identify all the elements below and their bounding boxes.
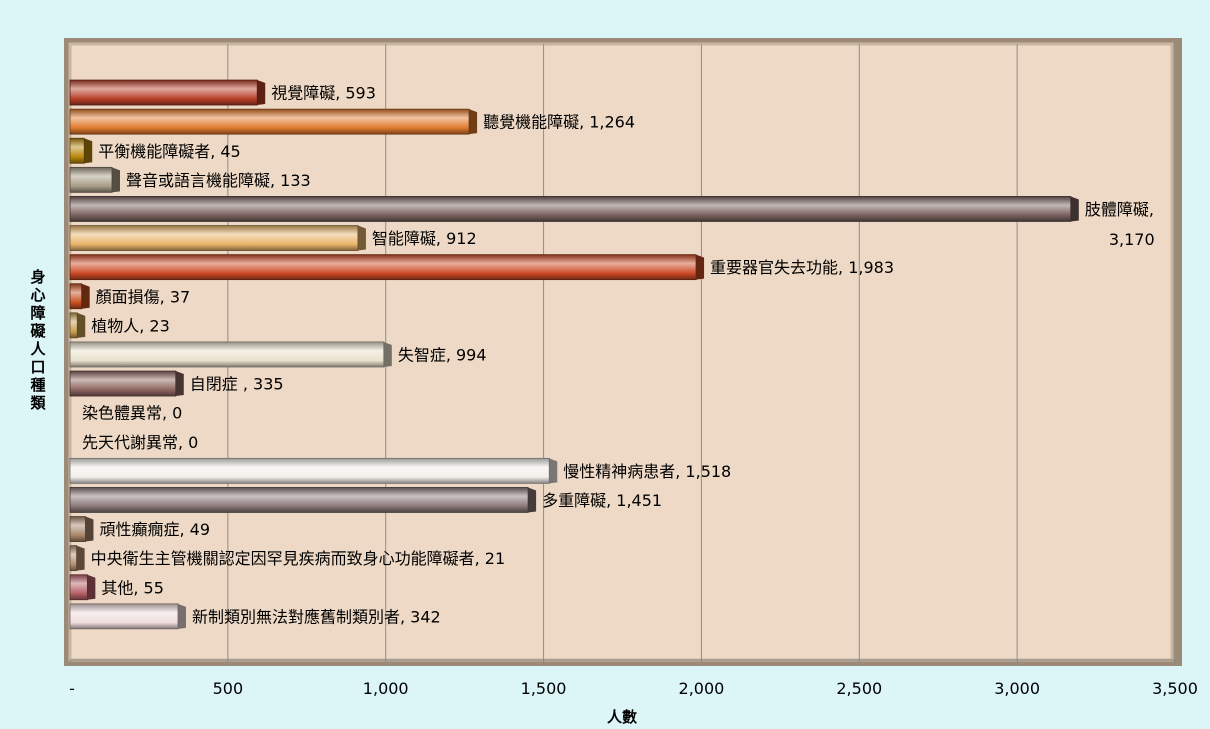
- x-tick-label: 3,000: [994, 679, 1040, 698]
- bar-end-face: [177, 603, 186, 629]
- x-tick-label: 2,500: [836, 679, 882, 698]
- data-label: 重要器官失去功能, 1,983: [710, 258, 894, 277]
- data-label: 染色體異常, 0: [82, 404, 182, 423]
- bar: [69, 137, 85, 164]
- data-label: 聲音或語言機能障礙, 133: [126, 171, 311, 190]
- data-label: 新制類別無法對應舊制類別者, 342: [192, 607, 441, 626]
- x-tick-label: -: [69, 679, 75, 698]
- y-axis-title: 身心障礙人口種類: [29, 268, 46, 412]
- x-tick-label: 500: [213, 679, 244, 698]
- bar-end-face: [175, 371, 184, 397]
- bar: [69, 574, 88, 601]
- data-label: 智能障礙, 912: [372, 229, 477, 248]
- bar-end-face: [111, 167, 120, 193]
- bar-end-face: [85, 516, 94, 542]
- bar: [69, 312, 78, 339]
- bar: [69, 166, 113, 193]
- data-label: 頑性癲癇症, 49: [99, 520, 210, 539]
- bar-end-face: [357, 225, 366, 251]
- data-label: 平衡機能障礙者, 45: [98, 142, 241, 161]
- bar-end-face: [84, 138, 93, 164]
- bar: [69, 196, 1072, 222]
- bar: [69, 79, 258, 106]
- data-label: 慢性精神病患者, 1,518: [563, 462, 731, 481]
- bar-end-face: [469, 109, 478, 135]
- data-label: 顏面損傷, 37: [96, 287, 191, 306]
- bar-end-face: [549, 458, 558, 484]
- data-label: 多重障礙, 1,451: [542, 491, 662, 510]
- bar: [69, 487, 529, 513]
- bar-end-face: [77, 312, 86, 338]
- bar-end-face: [81, 283, 90, 309]
- x-axis-title: 人數: [607, 708, 637, 726]
- bar: [69, 225, 359, 251]
- bar: [69, 370, 177, 397]
- bar: [69, 341, 385, 368]
- bar-end-face: [383, 341, 392, 367]
- data-label: 視覺障礙, 593: [271, 84, 376, 103]
- bar: [69, 283, 83, 310]
- bar-end-face: [87, 574, 96, 600]
- bar: [69, 457, 550, 484]
- bar-end-face: [257, 80, 266, 106]
- bar: [69, 545, 78, 572]
- data-label: 其他, 55: [101, 578, 164, 597]
- bar-end-face: [1070, 196, 1079, 222]
- bar-end-face: [528, 487, 537, 513]
- x-ticks-group: - 500 1,000 1,500 2,000 2,500 3,000 3,500: [69, 660, 1198, 698]
- data-label: 中央衛生主管機關認定因罕見疾病而致身心功能障礙者, 21: [91, 549, 506, 568]
- grid-lines: [227, 44, 1176, 660]
- data-label: 肢體障礙, 3,170: [1085, 200, 1155, 249]
- bar: [69, 516, 86, 542]
- data-label: 失智症, 994: [398, 345, 487, 364]
- bar: [69, 254, 697, 281]
- bars-group: [69, 79, 1079, 630]
- bar: [69, 603, 179, 630]
- data-label: 先天代謝異常, 0: [82, 433, 198, 452]
- bar: [69, 108, 470, 135]
- x-tick-label: 1,000: [363, 679, 409, 698]
- data-label: 自閉症 , 335: [190, 375, 284, 394]
- data-label: 聽覺機能障礙, 1,264: [483, 113, 635, 132]
- data-label: 植物人, 23: [91, 316, 170, 335]
- x-tick-label: 3,500: [1152, 679, 1198, 698]
- bar-end-face: [76, 545, 85, 571]
- bar-end-face: [696, 254, 705, 280]
- x-tick-label: 2,000: [679, 679, 725, 698]
- data-labels-group: 視覺障礙, 593 聽覺機能障礙, 1,264 平衡機能障礙者, 45 聲音或語言機能…: [82, 84, 1155, 627]
- x-tick-label: 1,500: [521, 679, 567, 698]
